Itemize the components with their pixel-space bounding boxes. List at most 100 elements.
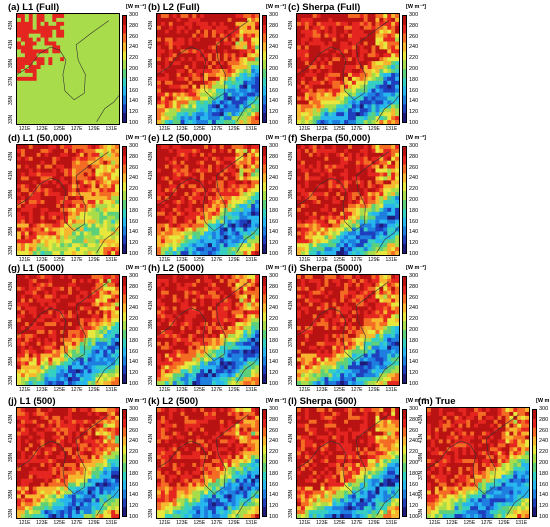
heatmap-cell: [99, 188, 104, 193]
heatmap-cell: [20, 239, 26, 244]
heatmap-cell: [204, 88, 209, 93]
heatmap-cell: [328, 203, 333, 209]
heatmap-cell: [196, 14, 201, 19]
heatmap-cell: [36, 207, 41, 213]
x-tick-label: 121E: [18, 257, 31, 263]
heatmap-cell: [64, 203, 69, 209]
heatmap-cell: [79, 337, 85, 343]
heatmap-cell: [328, 184, 333, 189]
heatmap-cell: [160, 104, 166, 109]
heatmap-cell: [243, 200, 248, 205]
heatmap-cell: [297, 33, 302, 38]
heatmap-cell: [375, 17, 380, 23]
heatmap-cell: [320, 29, 325, 35]
heatmap-cell: [308, 65, 314, 70]
colorbar: [402, 15, 407, 123]
heatmap-cell: [312, 152, 318, 158]
heatmap-cell: [359, 72, 365, 78]
heatmap-cell: [60, 318, 65, 323]
heatmap-cell: [336, 49, 341, 54]
heatmap-cell: [371, 172, 376, 177]
heatmap-cell: [215, 231, 221, 236]
heatmap-cell: [300, 145, 306, 150]
heatmap-cell: [176, 37, 181, 42]
heatmap-cell: [383, 164, 388, 169]
heatmap-cell: [48, 88, 53, 93]
heatmap-cell: [297, 200, 302, 205]
heatmap-cell: [371, 239, 376, 244]
heatmap-cell: [115, 298, 119, 303]
heatmap-cell: [391, 164, 396, 169]
heatmap-cell: [211, 49, 217, 54]
heatmap-cell: [168, 160, 174, 166]
heatmap-cell: [340, 21, 345, 27]
heatmap-cell: [68, 243, 73, 248]
heatmap-cell: [231, 207, 236, 213]
heatmap-cell: [40, 231, 45, 236]
heatmap-cell: [28, 192, 34, 197]
heatmap-cell: [200, 145, 205, 150]
heatmap-cell: [192, 180, 197, 185]
heatmap-cell: [355, 65, 361, 70]
heatmap-cell: [71, 207, 77, 213]
heatmap-cell: [157, 188, 162, 193]
heatmap-cell: [208, 203, 213, 209]
heatmap-cell: [336, 120, 341, 124]
heatmap-cell: [300, 200, 306, 205]
heatmap-cell: [344, 76, 349, 82]
heatmap-cell: [387, 160, 392, 166]
heatmap-cell: [304, 45, 310, 50]
heatmap-cell: [115, 100, 119, 105]
heatmap-cell: [24, 231, 30, 236]
heatmap-cell: [48, 33, 53, 38]
heatmap-cell: [304, 88, 310, 93]
heatmap-cell: [351, 61, 357, 66]
heatmap-cell: [363, 251, 369, 255]
heatmap-cell: [103, 235, 108, 240]
heatmap-cell: [64, 53, 69, 58]
heatmap-cell: [235, 145, 240, 150]
heatmap-cell: [180, 104, 185, 109]
heatmap-cell: [371, 41, 376, 46]
heatmap-cell: [387, 152, 392, 158]
heatmap-cell: [227, 235, 232, 240]
heatmap-cell: [40, 61, 45, 66]
heatmap-cell: [395, 207, 399, 213]
heatmap-cell: [371, 96, 376, 101]
heatmap-cell: [103, 92, 108, 97]
heatmap-cell: [176, 152, 181, 158]
heatmap-cell: [71, 223, 77, 228]
heatmap-cell: [375, 25, 380, 31]
heatmap-cell: [24, 49, 30, 54]
heatmap-cell: [340, 37, 345, 42]
heatmap-cell: [176, 65, 181, 70]
heatmap-cell: [52, 251, 57, 255]
heatmap-cell: [99, 80, 104, 86]
heatmap-cell: [95, 322, 100, 327]
x-tick-label: 127E: [350, 257, 363, 263]
heatmap-cell: [251, 145, 256, 150]
heatmap-cell: [375, 76, 380, 82]
heatmap-cell: [103, 243, 108, 248]
heatmap-cell: [395, 45, 399, 50]
heatmap-cell: [17, 88, 22, 93]
heatmap-cell: [208, 227, 213, 232]
heatmap-cell: [255, 243, 259, 248]
heatmap-cell: [107, 100, 112, 105]
heatmap-cell: [359, 148, 365, 154]
heatmap-cell: [391, 33, 396, 38]
heatmap-cell: [255, 231, 259, 236]
heatmap-cell: [36, 290, 41, 296]
heatmap-cell: [324, 33, 329, 38]
heatmap-cell: [20, 215, 26, 221]
coastline: [17, 151, 109, 232]
heatmap-cell: [219, 96, 225, 101]
heatmap-cell: [188, 156, 193, 162]
heatmap-cell: [111, 176, 116, 181]
heatmap-cell: [344, 251, 349, 255]
heatmap-cell: [227, 80, 232, 86]
heatmap-cell: [60, 21, 65, 27]
heatmap-cell: [247, 116, 252, 121]
heatmap-cell: [91, 302, 96, 307]
heatmap-cell: [227, 112, 232, 117]
